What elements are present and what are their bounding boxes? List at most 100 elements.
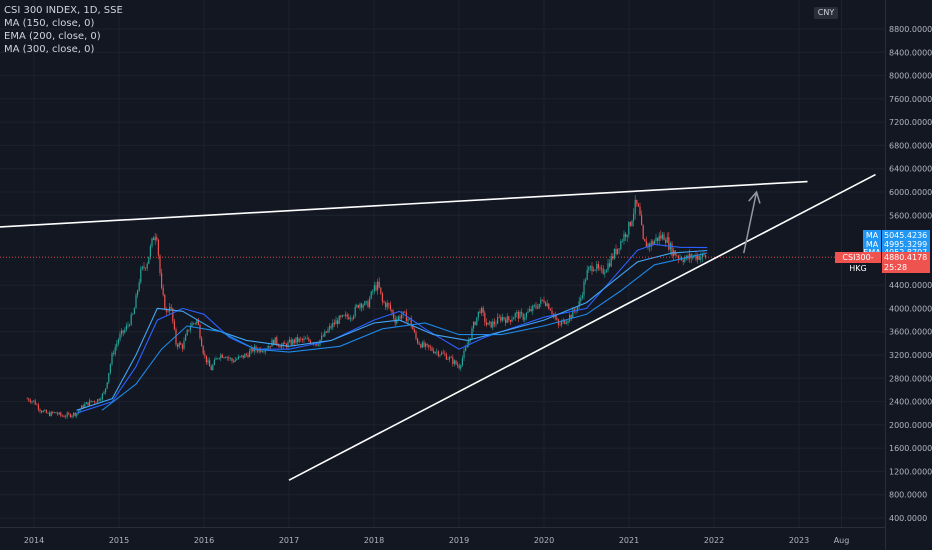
candle-body <box>316 343 318 346</box>
y-tick-label: 1200.0000 <box>889 467 932 476</box>
trendline-0 <box>0 180 808 228</box>
candle-body <box>153 238 155 241</box>
candle-body <box>698 255 700 260</box>
candle-body <box>79 409 81 412</box>
candle-body <box>47 412 49 414</box>
price-tag-last-label: CSI300-HKG <box>835 251 881 273</box>
candle-body <box>282 342 284 346</box>
candle-body <box>599 268 601 269</box>
candle-body <box>255 346 257 350</box>
candle-body <box>642 225 644 239</box>
candle-body <box>413 329 415 333</box>
candle-body <box>655 237 657 241</box>
candle-body <box>397 316 399 320</box>
candle-body <box>167 311 169 312</box>
y-tick-label: 3200.0000 <box>889 351 932 360</box>
candle-body <box>340 315 342 317</box>
candle-body <box>362 305 364 308</box>
candle-body <box>453 360 455 364</box>
y-tick-label: 2800.0000 <box>889 374 932 383</box>
candle-body <box>141 266 143 269</box>
candle-body <box>591 266 593 272</box>
candle-body <box>404 311 406 313</box>
candle-body <box>530 309 532 312</box>
candle-body <box>92 401 94 402</box>
candle-body <box>233 361 235 362</box>
candle-body <box>57 413 59 415</box>
candle-body <box>321 335 323 340</box>
candle-body <box>671 243 673 256</box>
candle-body <box>517 312 519 319</box>
candle-body <box>84 404 86 408</box>
candle-body <box>172 308 174 322</box>
candle-body <box>165 309 167 312</box>
candle-body <box>338 315 340 324</box>
candle-body <box>284 342 286 344</box>
candle-body <box>178 343 180 347</box>
candle-body <box>361 303 363 308</box>
candle-body <box>583 281 585 296</box>
y-tick-label: 3600.0000 <box>889 328 932 337</box>
x-tick-label: 2016 <box>194 536 214 545</box>
candle-body <box>63 416 65 418</box>
candle-body <box>124 329 126 333</box>
candle-body <box>244 354 246 358</box>
candle-body <box>212 364 214 370</box>
candle-body <box>594 269 596 271</box>
candle-body <box>548 303 550 310</box>
candle-body <box>218 357 220 359</box>
y-tick-label: 1600.0000 <box>889 444 932 453</box>
candle-body <box>581 295 583 299</box>
candle-body <box>303 338 305 341</box>
candle-body <box>298 338 300 342</box>
candle-body <box>345 314 347 316</box>
candle-body <box>231 358 233 362</box>
candle-body <box>578 301 580 306</box>
currency-badge[interactable]: CNY <box>814 7 838 19</box>
candle-body <box>343 315 345 316</box>
candle-body <box>641 215 643 226</box>
y-tick-label: 2400.0000 <box>889 398 932 407</box>
candle-body <box>154 237 156 241</box>
candle-body <box>441 352 443 355</box>
candle-body <box>525 312 527 318</box>
candle-body <box>573 309 575 311</box>
candle-body <box>466 344 468 348</box>
x-tick-label: Aug <box>834 536 850 545</box>
candle-body <box>317 344 319 346</box>
candle-body <box>61 415 63 417</box>
candle-body <box>513 317 515 320</box>
y-tick-label: 400.0000 <box>889 514 927 523</box>
candle-body <box>533 305 535 307</box>
candle-body <box>279 346 281 348</box>
candle-body <box>565 322 567 324</box>
x-tick-label: 2021 <box>619 536 639 545</box>
candle-body <box>543 300 545 303</box>
candle-body <box>617 248 619 254</box>
candle-body <box>228 357 230 359</box>
candle-body <box>458 365 460 369</box>
candle-body <box>125 325 127 330</box>
candle-body <box>249 350 251 357</box>
candle-body <box>325 331 327 333</box>
legend-indicator-ma150[interactable]: MA (150, close, 0) <box>4 18 95 29</box>
candle-body <box>625 233 627 238</box>
candle-body <box>666 237 668 243</box>
legend-indicator-ema200[interactable]: EMA (200, close, 0) <box>4 31 101 42</box>
legend-indicator-ma300[interactable]: MA (300, close, 0) <box>4 44 95 55</box>
candle-body <box>337 320 339 324</box>
candle-body <box>380 287 382 294</box>
candle-body <box>169 306 171 312</box>
candle-body <box>268 346 270 349</box>
price-tag-last-countdown: 25:28 <box>882 261 930 273</box>
candle-body <box>495 323 497 325</box>
candle-body <box>26 398 28 400</box>
candle-body <box>653 240 655 245</box>
candle-body <box>516 312 518 314</box>
candle-body <box>207 360 209 363</box>
candle-body <box>623 233 625 241</box>
candle-body <box>450 357 452 358</box>
candle-body <box>615 249 617 254</box>
candle-body <box>146 263 148 269</box>
